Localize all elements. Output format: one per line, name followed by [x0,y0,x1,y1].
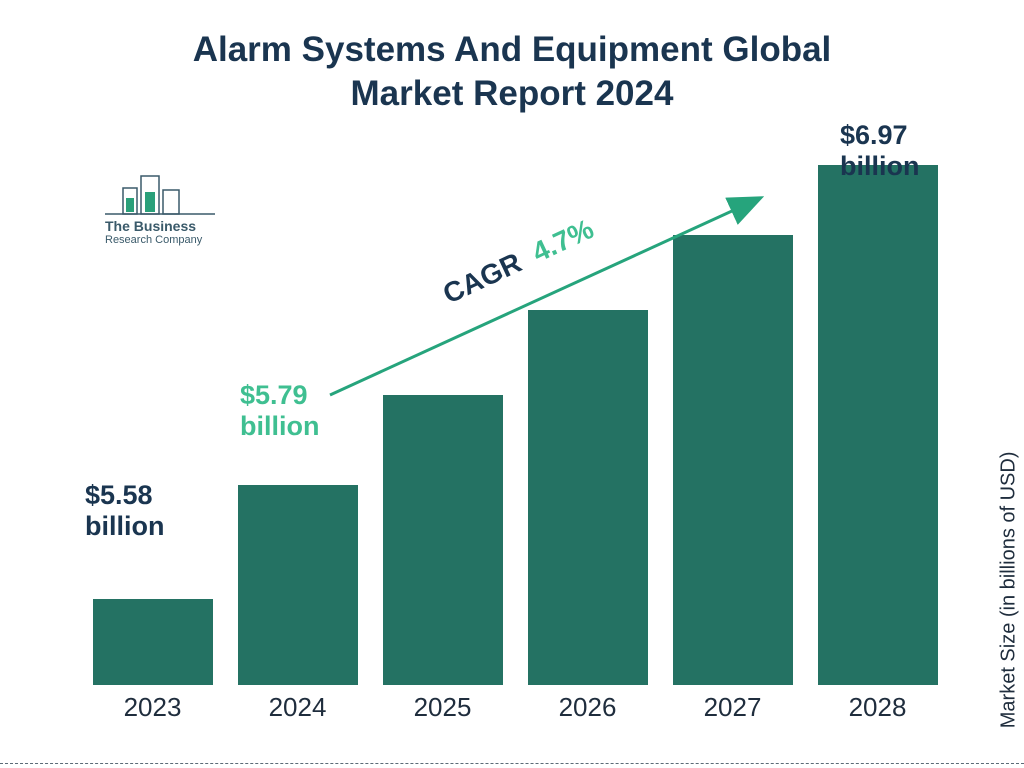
value-label: $5.79billion [240,380,319,442]
x-label: 2028 [805,692,950,723]
bar-wrap [80,165,225,685]
x-axis-labels: 202320242025202620272028 [80,692,950,723]
bars-container [80,165,950,685]
chart-area [80,165,950,685]
bar-wrap [805,165,950,685]
x-label: 2027 [660,692,805,723]
value-label: $5.58billion [85,480,164,542]
bar-wrap [660,165,805,685]
value-label: $6.97billion [840,120,919,182]
bar [383,395,503,685]
bar [93,599,213,685]
bar-wrap [370,165,515,685]
x-label: 2024 [225,692,370,723]
bottom-divider [0,763,1024,764]
x-label: 2023 [80,692,225,723]
chart-title: Alarm Systems And Equipment Global Marke… [137,28,887,116]
x-label: 2026 [515,692,660,723]
bar [673,235,793,685]
y-axis-label: Market Size (in billions of USD) [998,452,1021,729]
bar [238,485,358,685]
bar [818,165,938,685]
title-text: Alarm Systems And Equipment Global Marke… [193,30,832,113]
x-label: 2025 [370,692,515,723]
bar [528,310,648,685]
